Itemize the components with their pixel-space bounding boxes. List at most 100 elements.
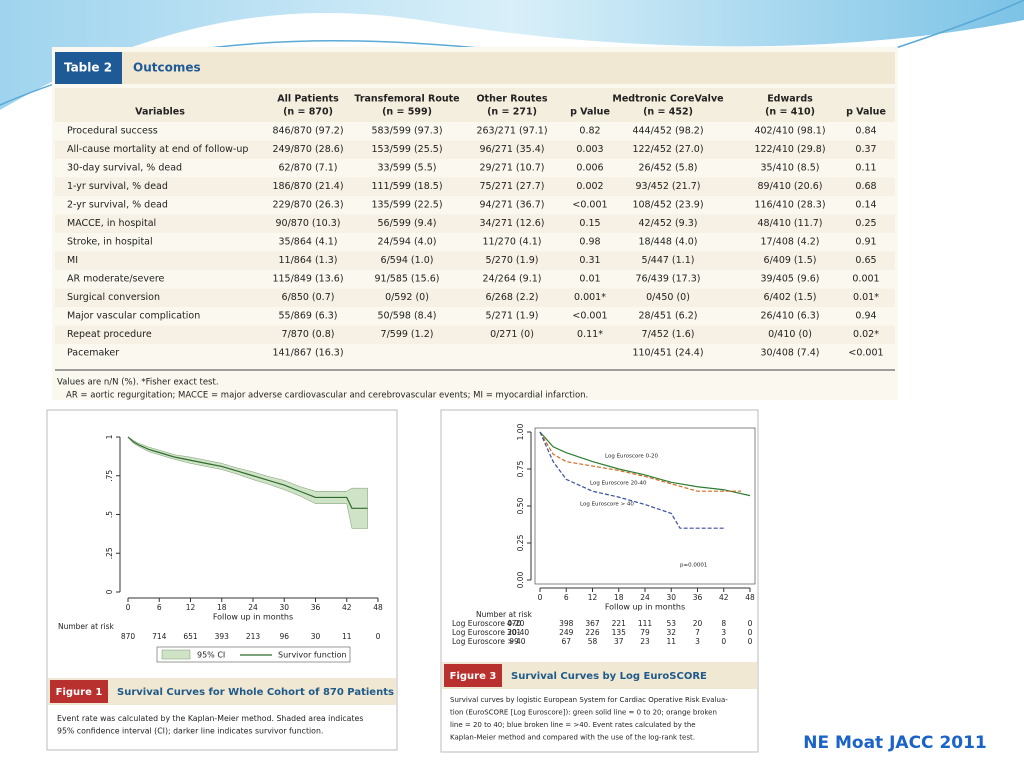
table-cell: 0.11*: [577, 329, 603, 340]
figure-caption: Survival curves by logistic European Sys…: [450, 696, 728, 704]
p-value-annotation: p=0.0001: [680, 563, 707, 569]
table-cell: 5/270 (1.9): [486, 255, 539, 266]
table-cell: 7/870 (0.8): [282, 329, 335, 340]
table-cell: 39/405 (9.6): [761, 274, 820, 285]
x-tick-label: 6: [157, 603, 162, 612]
table-cell: 56/599 (9.4): [378, 218, 437, 229]
risk-count: 23: [640, 637, 650, 646]
risk-count: 249: [559, 628, 574, 637]
table-cell: 6/402 (1.5): [764, 292, 817, 303]
risk-table-title: Number at risk: [58, 622, 115, 631]
risk-count: 58: [588, 637, 598, 646]
table-cell: 42/452 (9.3): [639, 218, 698, 229]
legend-label: 95% CI: [197, 651, 225, 660]
table-cell: 108/452 (23.9): [632, 200, 703, 211]
row-label: Stroke, in hospital: [67, 237, 153, 248]
table-cell: 26/452 (5.8): [639, 163, 698, 174]
table-cell: 583/599 (97.3): [371, 126, 442, 137]
y-tick-label: .5: [105, 511, 114, 518]
table-cell: 0.25: [855, 218, 876, 229]
risk-count: 0: [748, 619, 753, 628]
risk-count: 3: [721, 628, 726, 637]
table-cell: 5/447 (1.1): [642, 255, 695, 266]
table-cell: 0.37: [855, 144, 876, 155]
table-cell: 0.003: [576, 144, 603, 155]
risk-count: 651: [183, 632, 198, 641]
table-cell: 263/271 (97.1): [476, 126, 547, 137]
table-cell: 0.68: [855, 181, 876, 192]
row-band: [55, 251, 895, 270]
survival-line: [539, 431, 742, 492]
risk-count: 0: [748, 628, 753, 637]
plot-frame: [534, 427, 756, 585]
x-tick-label: 36: [311, 603, 321, 612]
table-cell: 0.91: [855, 237, 876, 248]
survival-line: [539, 431, 751, 497]
table-cell: 7/452 (1.6): [642, 329, 695, 340]
x-tick-label: 24: [248, 603, 258, 612]
table-cell: 0.84: [855, 126, 876, 137]
row-band: [55, 177, 895, 196]
row-band: [55, 140, 895, 159]
table-cell: 0.94: [855, 311, 876, 322]
x-tick-label: 18: [614, 593, 624, 602]
table-cell: 91/585 (15.6): [374, 274, 439, 285]
row-label: Pacemaker: [67, 348, 119, 359]
table-cell: 89/410 (20.6): [757, 181, 822, 192]
x-tick-label: 48: [373, 603, 383, 612]
x-tick-label: 42: [719, 593, 729, 602]
figure-label-box: [50, 680, 108, 703]
table-cell: 18/448 (4.0): [639, 237, 698, 248]
y-tick-label: 0.00: [516, 571, 525, 588]
table-cell: 186/870 (21.4): [272, 181, 343, 192]
survival-line: [539, 431, 724, 529]
table-label-box: [55, 52, 122, 84]
row-label: 1-yr survival, % dead: [67, 181, 168, 192]
row-label: 30-day survival, % dead: [67, 163, 182, 174]
risk-count: 67: [561, 637, 571, 646]
table-cell: 0.01*: [853, 292, 879, 303]
risk-count: 3: [695, 637, 700, 646]
risk-row-label: Log Euroscore > 40: [452, 637, 526, 646]
table-cell: 229/870 (26.3): [272, 200, 343, 211]
risk-count: 301: [507, 628, 522, 637]
figure-caption: 95% confidence interval (CI); darker lin…: [57, 727, 323, 736]
figure-label: Figure 1: [56, 687, 103, 698]
x-tick-label: 18: [217, 603, 227, 612]
survival-line: [127, 436, 368, 509]
x-tick-label: 48: [745, 593, 755, 602]
risk-count: 79: [640, 628, 650, 637]
y-tick-label: 0: [105, 589, 114, 594]
risk-count: 135: [612, 628, 627, 637]
risk-count: 221: [612, 619, 627, 628]
table-cell: 0.15: [579, 218, 600, 229]
column-header: (n = 870): [283, 107, 333, 118]
table-cell: 6/850 (0.7): [282, 292, 335, 303]
risk-count: 96: [279, 632, 289, 641]
table-cell: 122/410 (29.8): [754, 144, 825, 155]
figure-caption: line = 20 to 40; blue broken line = >40.…: [450, 721, 696, 729]
column-header: Variables: [135, 107, 185, 118]
table-cell: 48/410 (11.7): [757, 218, 822, 229]
series-label: Log Euroscore 0-20: [605, 454, 659, 460]
table-cell: <0.001: [572, 311, 607, 322]
table-cell: 111/599 (18.5): [371, 181, 442, 192]
table-cell: 0.002: [576, 181, 603, 192]
table-cell: 6/268 (2.2): [486, 292, 539, 303]
risk-count: 7: [695, 628, 700, 637]
table-cell: 76/439 (17.3): [635, 274, 700, 285]
column-header: (n = 452): [643, 107, 693, 118]
legend-label: Survivor function: [278, 651, 347, 660]
table-cell: 0.01: [579, 274, 600, 285]
table-cell: 0.02*: [853, 329, 879, 340]
x-tick-label: 6: [564, 593, 569, 602]
risk-count: 8: [721, 619, 726, 628]
table-label: Table 2: [64, 61, 112, 75]
x-tick-label: 36: [693, 593, 703, 602]
table-cell: 29/271 (10.7): [479, 163, 544, 174]
column-header: Medtronic CoreValve: [612, 94, 723, 105]
x-tick-label: 0: [538, 593, 543, 602]
table-title-bar: [122, 52, 895, 84]
y-tick-label: 0.75: [516, 460, 525, 477]
table-cell: 33/599 (5.5): [378, 163, 437, 174]
